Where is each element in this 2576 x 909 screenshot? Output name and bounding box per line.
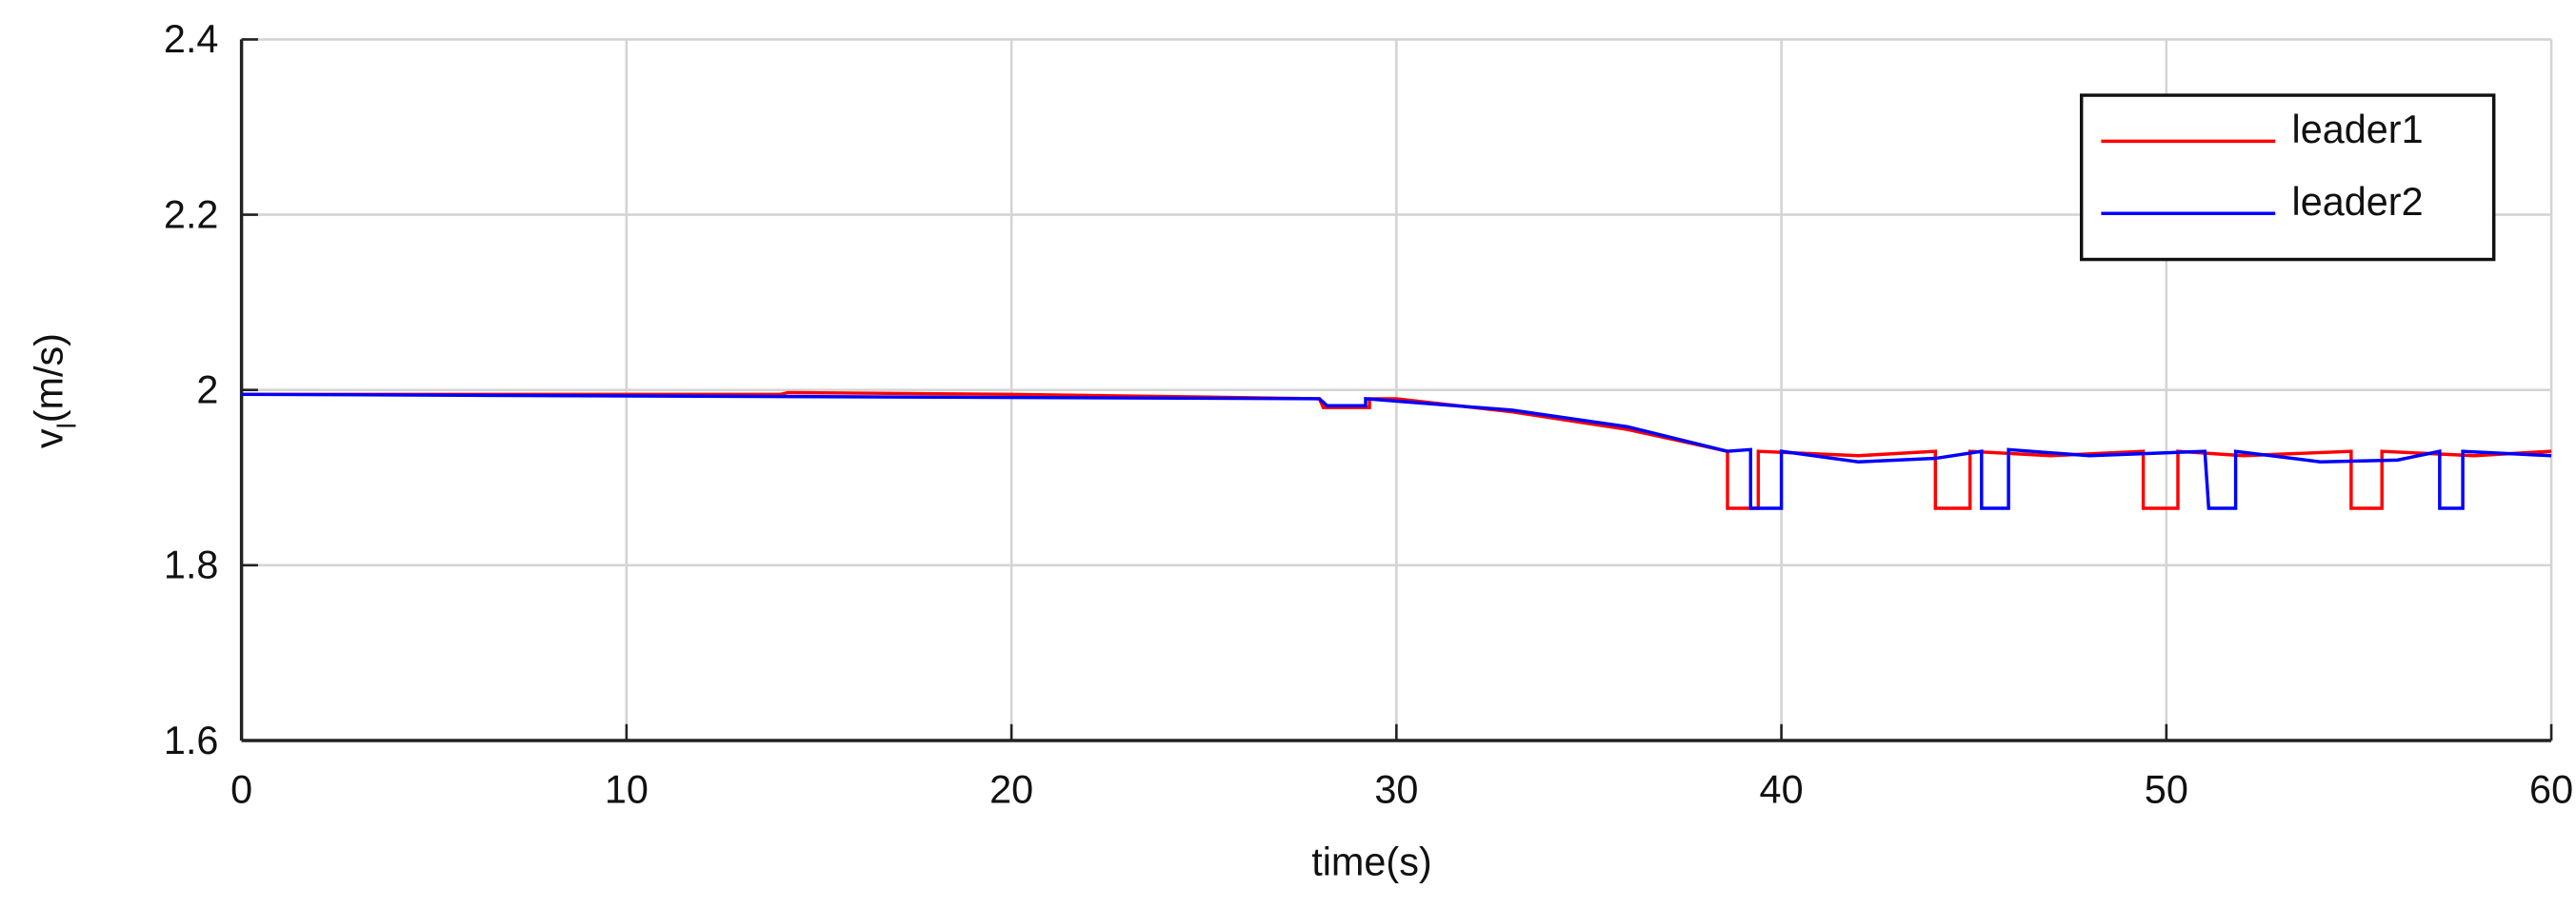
- x-tick-label: 50: [2145, 768, 2188, 812]
- y-axis-label-unit: (m/s): [28, 333, 71, 423]
- x-tick-label: 10: [605, 768, 649, 812]
- x-axis-label: time(s): [1311, 840, 1431, 883]
- x-tick-label: 20: [989, 768, 1033, 812]
- y-axis-label-main: v: [28, 428, 71, 448]
- y-tick-label: 1.6: [164, 719, 219, 762]
- y-axis-label-group: vl(m/s): [28, 333, 82, 448]
- y-axis-label: vl(m/s): [28, 333, 82, 448]
- y-tick-label: 2: [196, 368, 218, 412]
- legend-box: [2079, 93, 2496, 262]
- legend-label: leader2: [2292, 180, 2424, 224]
- legend-label: leader1: [2292, 108, 2424, 151]
- y-tick-label: 2.2: [164, 192, 219, 236]
- y-axis-label-sub: l: [51, 423, 81, 428]
- x-tick-label: 60: [2529, 768, 2573, 812]
- y-tick-label: 2.4: [164, 17, 219, 61]
- y-tick-label: 1.8: [164, 543, 219, 587]
- x-tick-label: 0: [230, 768, 252, 812]
- x-tick-label: 40: [1760, 768, 1804, 812]
- data-line: [241, 390, 2552, 510]
- data-line: [241, 392, 2552, 510]
- x-tick-label: 30: [1374, 768, 1418, 812]
